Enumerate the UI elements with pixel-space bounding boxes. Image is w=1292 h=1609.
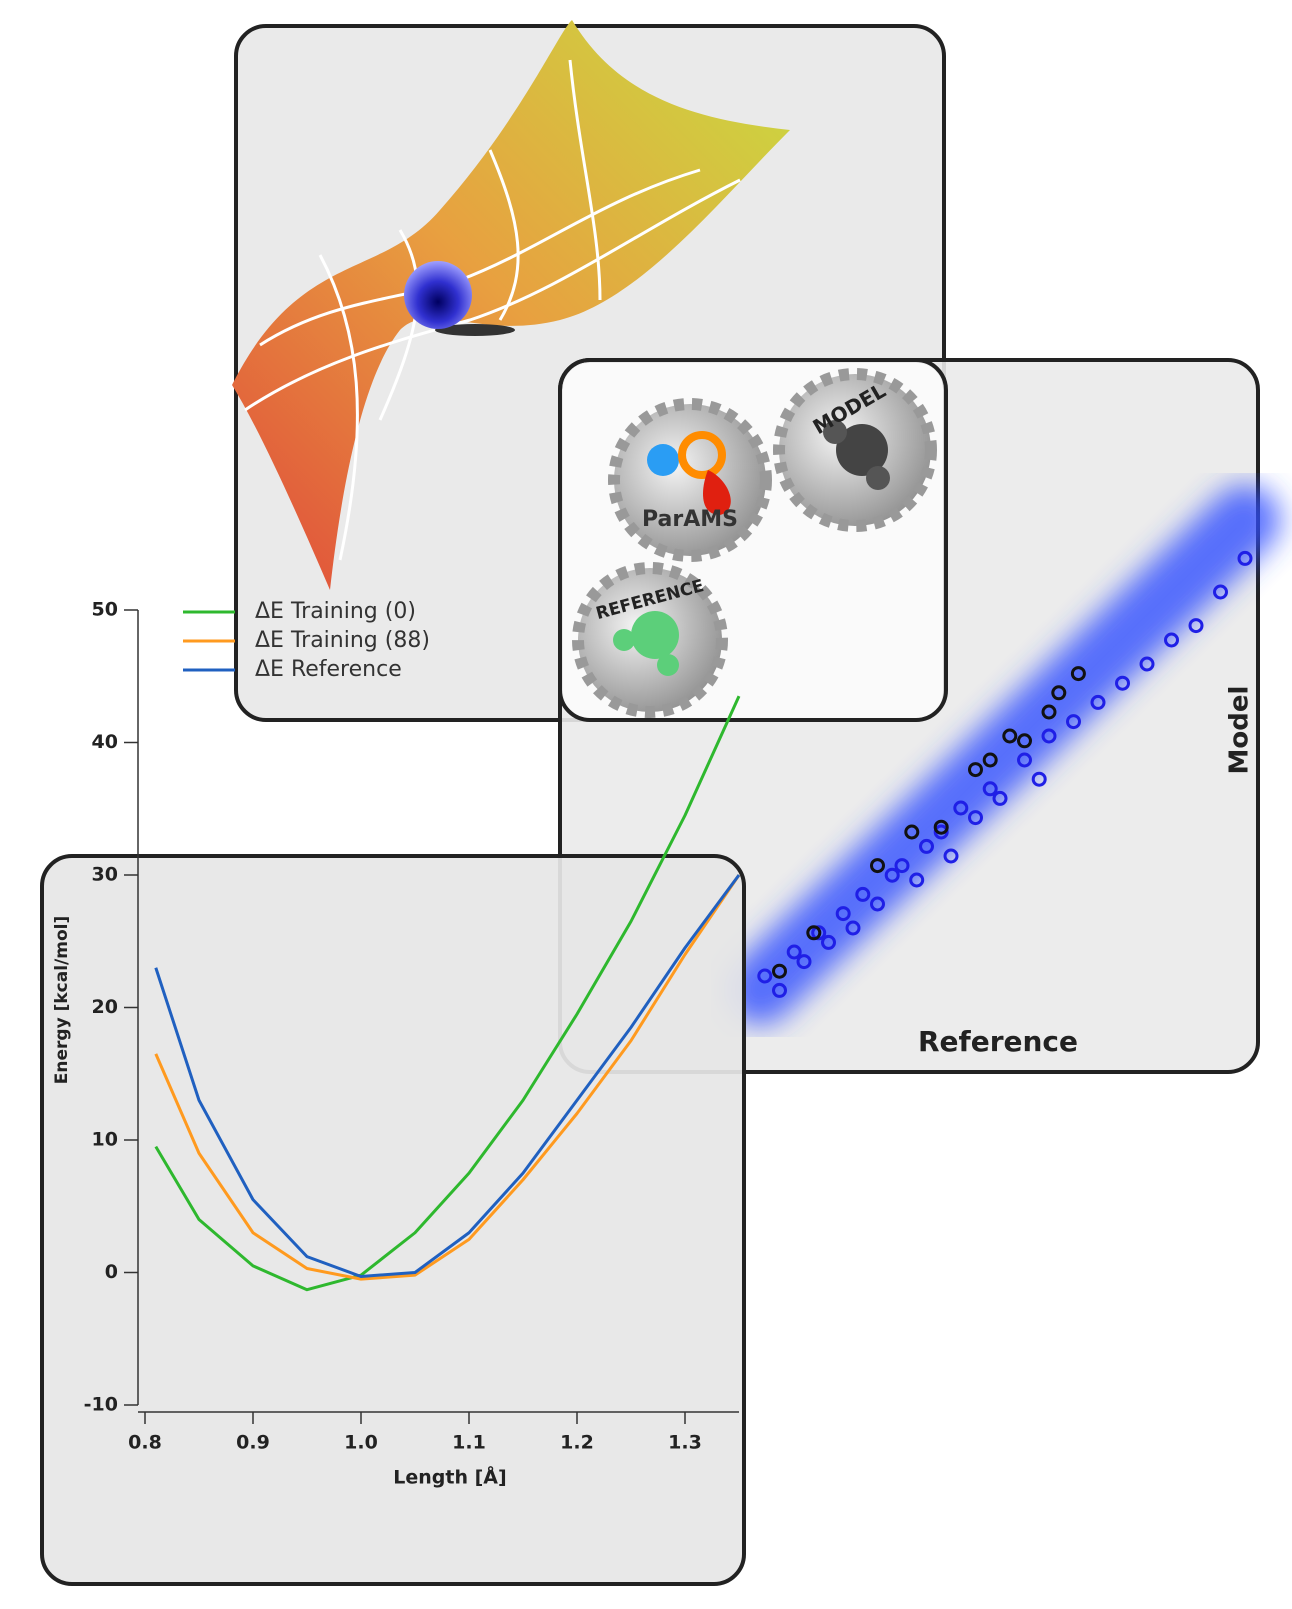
- legend-label: ΔE Training (88): [255, 628, 430, 653]
- y-tick-label: -10: [84, 1394, 118, 1416]
- y-tick-label: 10: [92, 1129, 118, 1151]
- y-tick-label: 20: [92, 996, 118, 1018]
- gear-label: ParAMS: [642, 507, 738, 532]
- y-tick-label: 0: [105, 1261, 118, 1283]
- y-axis-label: Energy [kcal/mol]: [52, 916, 72, 1084]
- gear: ParAMS: [614, 404, 766, 556]
- y-tick-label: 40: [92, 731, 118, 753]
- gear: MODEL: [779, 374, 931, 526]
- gear: REFERENCE: [578, 568, 722, 712]
- figure: ParAMS MODEL REFERENCE Reference Model -1…: [0, 0, 1292, 1609]
- ball: [404, 261, 472, 329]
- y-tick-label: 30: [92, 864, 118, 886]
- x-tick-label: 1.3: [668, 1432, 702, 1454]
- y-axis-label: Model: [1225, 686, 1255, 775]
- x-tick-label: 1.2: [560, 1432, 594, 1454]
- y-tick-label: 50: [92, 599, 118, 621]
- x-tick-label: 1.1: [452, 1432, 486, 1454]
- x-axis-label: Reference: [918, 1025, 1078, 1058]
- legend-label: ΔE Training (0): [255, 599, 416, 624]
- x-axis-label: Length [Å]: [393, 1465, 506, 1489]
- x-tick-label: 1.0: [344, 1432, 378, 1454]
- x-tick-label: 0.9: [236, 1432, 270, 1454]
- x-tick-label: 0.8: [128, 1432, 162, 1454]
- legend-label: ΔE Reference: [255, 657, 402, 682]
